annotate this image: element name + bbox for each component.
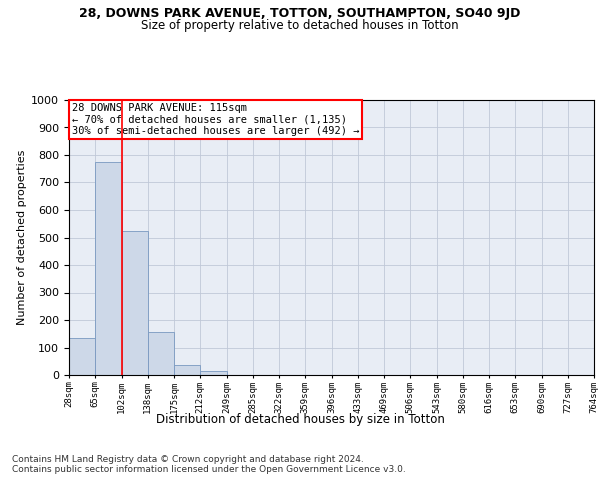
Text: Distribution of detached houses by size in Totton: Distribution of detached houses by size …	[155, 412, 445, 426]
Bar	[69, 338, 95, 375]
Bar	[95, 162, 121, 375]
Text: Size of property relative to detached houses in Totton: Size of property relative to detached ho…	[141, 19, 459, 32]
Text: Contains HM Land Registry data © Crown copyright and database right 2024.
Contai: Contains HM Land Registry data © Crown c…	[12, 455, 406, 474]
Y-axis label: Number of detached properties: Number of detached properties	[17, 150, 27, 325]
Bar	[121, 230, 148, 375]
Bar	[148, 332, 174, 375]
Text: 28, DOWNS PARK AVENUE, TOTTON, SOUTHAMPTON, SO40 9JD: 28, DOWNS PARK AVENUE, TOTTON, SOUTHAMPT…	[79, 8, 521, 20]
Bar	[200, 371, 227, 375]
Bar	[174, 364, 200, 375]
Text: 28 DOWNS PARK AVENUE: 115sqm
← 70% of detached houses are smaller (1,135)
30% of: 28 DOWNS PARK AVENUE: 115sqm ← 70% of de…	[71, 103, 359, 136]
